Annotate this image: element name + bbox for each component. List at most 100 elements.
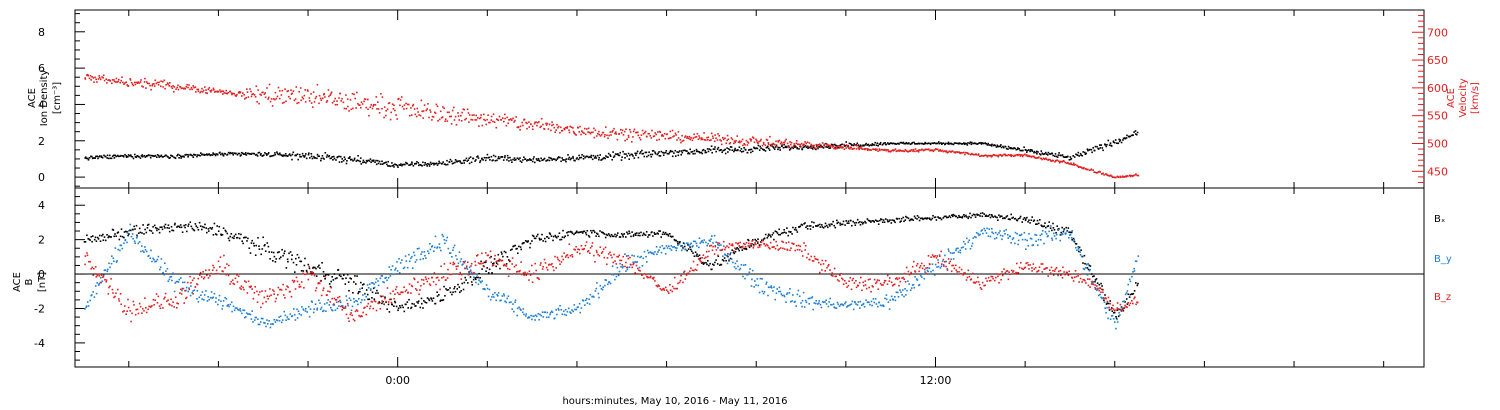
density-series-point [494,159,497,162]
by-series-point [335,301,338,303]
bx-series-point [884,218,887,220]
bz-series-point [158,305,161,307]
velocity-series-point [496,118,499,121]
bx-series-point [298,256,300,259]
bz-series-point [696,264,699,266]
bz-series-point [355,309,358,311]
velocity-series-point [681,134,683,137]
density-series-point [270,155,273,157]
bx-series-point [331,276,333,278]
by-series-point [837,303,840,306]
velocity-series-point [607,137,609,139]
bz-series-point [613,253,615,256]
density-series-point [856,142,859,145]
bz-series-point [649,275,652,278]
bx-series-point [741,249,744,251]
bz-series-point [410,284,413,287]
velocity-series-point [1089,169,1091,171]
bx-series-point [463,281,466,284]
bx-series-point [783,229,785,231]
density-series-point [857,144,860,146]
by-series-point [637,255,639,258]
by-series-point [152,257,154,260]
velocity-series-point [632,136,634,138]
density-series-point [783,143,785,146]
by-series-point [488,288,491,291]
by-series-point [124,239,127,241]
velocity-series-point [117,80,119,83]
density-series-point [1073,156,1076,158]
by-series-point [134,242,136,244]
bx-series-point [180,226,183,229]
by-series-point [870,300,873,303]
velocity-series-point [259,93,261,96]
bz-series-point [565,254,568,257]
bx-series-point [873,221,875,223]
bz-series-point [683,270,686,273]
density-series-point [644,151,647,154]
by-series-point [907,280,909,282]
bz-series-point [684,278,687,280]
velocity-series-point [120,79,122,82]
density-series-point [240,151,243,154]
by-series-point [720,244,722,246]
by-series-point [684,248,687,251]
velocity-series-point [886,149,888,151]
bx-series-point [645,231,648,233]
density-series-point [996,144,999,147]
by-series-point [218,294,221,297]
by-series-point [1119,314,1121,316]
velocity-series-point [374,104,377,106]
by-series-point [1080,255,1083,258]
by-series-point [306,311,308,313]
by-series-point [765,283,767,285]
by-series-point [189,294,192,297]
bx-series-point [352,292,354,294]
density-series-point [353,157,356,160]
by-series-point [575,308,578,311]
bx-series-point [403,310,406,313]
bz-series-point [185,296,188,299]
velocity-series-point [160,80,162,82]
velocity-series-point [231,93,233,96]
by-series-point [477,283,480,286]
by-series-point [856,304,859,306]
by-series-point [905,294,907,296]
density-series-point [406,162,409,165]
velocity-series-point [457,112,459,114]
velocity-series-point [547,128,550,130]
by-series-point [288,318,290,321]
velocity-series-point [367,98,369,101]
bz-series-point [436,276,439,279]
density-series-point [216,153,219,156]
density-series-point [154,154,157,157]
bz-series-point [448,273,451,276]
density-series-point [322,157,324,159]
velocity-series-point [176,86,178,89]
by-series-point [1014,231,1017,234]
bx-series-point [632,235,635,237]
bx-series-point [951,214,953,216]
velocity-series-point [914,150,916,153]
density-series-point [598,158,600,161]
density-series-point [582,155,585,157]
bz-series-point [395,288,397,291]
bx-series-point [1021,221,1023,223]
by-series-point [1101,297,1103,300]
bx-series-point [274,261,277,263]
by-series-point [433,250,435,252]
velocity-series-point [414,113,417,116]
by-series-point [1045,233,1048,235]
by-series-point [989,235,992,238]
bx-series-point [852,220,854,223]
bz-series-point [189,275,191,278]
density-series-point [1070,157,1073,160]
bx-series-point [652,235,654,237]
density-series-point [986,144,989,146]
by-series-point [559,305,561,307]
by-series-point [698,237,701,239]
density-series-point [377,162,380,165]
bx-series-point [970,216,972,219]
bx-series-point [174,222,176,225]
bz-series-point [226,263,228,265]
